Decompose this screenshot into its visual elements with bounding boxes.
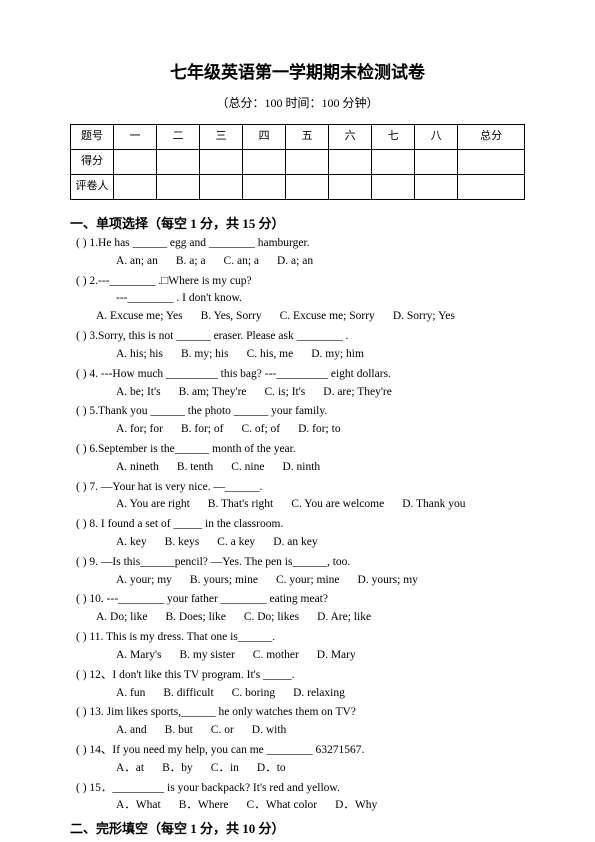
q12-options: A. funB. difficultC. boringD. relaxing [116, 685, 525, 703]
q2-line1: ( ) 2.---________ .□Where is my cup? [76, 273, 525, 291]
page-subtitle: （总分：100 时间：100 分钟） [70, 94, 525, 112]
q3-options: A. his; hisB. my; hisC. his, meD. my; hi… [116, 346, 525, 364]
q10-options: A. Do; likeB. Does; likeC. Do; likesD. A… [96, 609, 525, 627]
q14: ( ) 14、If you need my help, you can me _… [76, 742, 525, 760]
q2-line2: ---________ . I don't know. [116, 290, 525, 308]
q1-options: A. an; anB. a; aC. an; aD. a; an [116, 253, 525, 271]
q5-options: A. for; forB. for; ofC. of; ofD. for; to [116, 421, 525, 439]
q15: ( ) 15．_________ is your backpack? It's … [76, 780, 525, 798]
th-num: 题号 [71, 124, 114, 149]
q8: ( ) 8. I found a set of _____ in the cla… [76, 516, 525, 534]
q7: ( ) 7. —Your hat is very nice. —______. [76, 479, 525, 497]
section-1-heading: 一、单项选择（每空 1 分，共 15 分） [70, 214, 525, 234]
q4: ( ) 4. ---How much _________ this bag? -… [76, 366, 525, 384]
q7-options: A. You are rightB. That's rightC. You ar… [116, 496, 525, 514]
th-total: 总分 [458, 124, 525, 149]
q6: ( ) 6.September is the______ month of th… [76, 441, 525, 459]
th-8: 八 [415, 124, 458, 149]
q9: ( ) 9. —Is this______pencil? —Yes. The p… [76, 554, 525, 572]
q6-options: A. ninethB. tenthC. nineD. ninth [116, 459, 525, 477]
th-1: 一 [114, 124, 157, 149]
q13-options: A. andB. butC. orD. with [116, 722, 525, 740]
q15-options: A．WhatB．WhereC．What colorD．Why [116, 797, 525, 815]
q5: ( ) 5.Thank you ______ the photo ______ … [76, 403, 525, 421]
th-3: 三 [200, 124, 243, 149]
section-2-heading: 二、完形填空（每空 1 分，共 10 分） [70, 819, 525, 839]
th-2: 二 [157, 124, 200, 149]
q3: ( ) 3.Sorry, this is not ______ eraser. … [76, 328, 525, 346]
page-title: 七年级英语第一学期期末检测试卷 [70, 60, 525, 86]
q8-options: A. keyB. keysC. a keyD. an key [116, 534, 525, 552]
q9-options: A. your; myB. yours; mineC. your; mineD.… [116, 572, 525, 590]
score-table: 题号 一 二 三 四 五 六 七 八 总分 得分 评卷人 [70, 124, 525, 200]
th-4: 四 [243, 124, 286, 149]
q12: ( ) 12、I don't like this TV program. It'… [76, 667, 525, 685]
q14-options: A．atB．byC．inD．to [116, 760, 525, 778]
row-score: 得分 [71, 149, 114, 174]
q4-options: A. be; It'sB. am; They'reC. is; It'sD. a… [116, 384, 525, 402]
q2-options: A. Excuse me; YesB. Yes, SorryC. Excuse … [96, 308, 525, 326]
q11-options: A. Mary'sB. my sisterC. motherD. Mary [116, 647, 525, 665]
th-6: 六 [329, 124, 372, 149]
q1: ( ) 1.He has ______ egg and ________ ham… [76, 235, 525, 253]
q10: ( ) 10. ---________ your father ________… [76, 591, 525, 609]
q11: ( ) 11. This is my dress. That one is___… [76, 629, 525, 647]
q13: ( ) 13. Jim likes sports,______ he only … [76, 704, 525, 722]
row-grader: 评卷人 [71, 174, 114, 199]
th-7: 七 [372, 124, 415, 149]
th-5: 五 [286, 124, 329, 149]
